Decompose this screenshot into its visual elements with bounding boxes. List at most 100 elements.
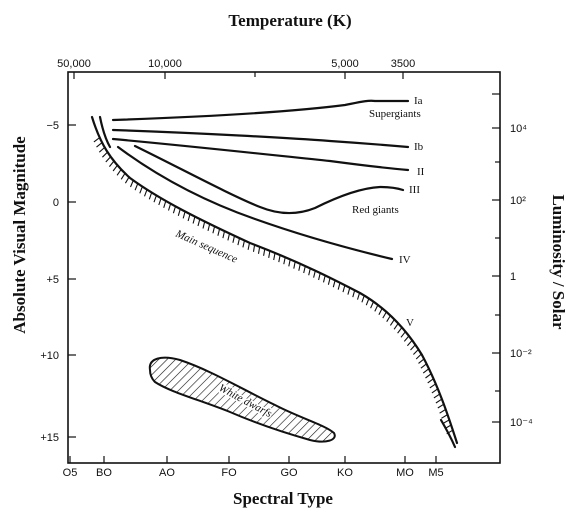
magnitude-tick-plus10: +10 — [40, 350, 59, 362]
temp-tick-5000: 5,000 — [331, 58, 359, 70]
main-sequence-hatch-mark — [415, 353, 422, 360]
main-sequence-hatch-mark — [365, 298, 370, 306]
spectral-tick-b0: BO — [96, 467, 112, 479]
magnitude-tick-0: 0 — [53, 197, 59, 209]
spectral-tick-m5: M5 — [428, 467, 443, 479]
label-ia: Ia — [414, 95, 423, 107]
label-ib: Ib — [414, 141, 424, 153]
main-sequence-hatch-mark — [112, 164, 118, 172]
magnitude-axis-title: Absolute Visual Magnitude — [10, 136, 29, 334]
main-sequence-hatch-mark — [222, 230, 226, 239]
spectral-tick-f0: FO — [221, 467, 237, 479]
main-sequence-hatch-mark — [400, 331, 406, 338]
main-sequence-hatch-mark — [192, 216, 196, 224]
main-sequence-hatch-mark — [217, 228, 221, 236]
main-sequence-hatch-mark — [247, 242, 251, 250]
main-sequence-hatch-mark — [303, 265, 306, 274]
plot-frame — [67, 71, 501, 464]
bottom-axis-ticks — [69, 456, 437, 463]
luminosity-tick-1: 1 — [510, 271, 516, 283]
main-sequence-hatch-mark — [435, 398, 443, 404]
main-sequence-hatch-mark — [105, 156, 112, 163]
main-sequence-lower-edge — [439, 418, 457, 449]
luminosity-tick-1e2: 10² — [510, 195, 526, 207]
main-sequence-upper-edge — [98, 115, 112, 149]
label-iii: III — [409, 184, 420, 196]
main-sequence-hatch-mark — [442, 419, 450, 424]
main-sequence-hatch-mark — [406, 339, 413, 347]
main-sequence-hatch-mark — [347, 287, 351, 295]
luminosity-axis-title: Luminosity / Solar — [549, 194, 566, 330]
main-sequence-hatch-mark — [352, 290, 356, 298]
curve-v-main-sequence — [90, 115, 459, 445]
main-sequence-hatch-mark — [378, 308, 383, 315]
main-sequence-hatch-mark — [227, 233, 231, 241]
main-sequence-hatch-mark — [382, 311, 387, 319]
main-sequence-hatch-mark — [139, 186, 143, 194]
main-sequence-hatch-mark — [441, 414, 448, 419]
luminosity-tick-1e-2: 10⁻² — [510, 348, 532, 360]
magnitude-tick-minus5: −5 — [46, 120, 59, 132]
white-dwarfs-region — [148, 356, 336, 443]
spectral-tick-a0: AO — [159, 467, 175, 479]
main-sequence-hatch-mark — [425, 373, 432, 379]
main-sequence-hatch-mark — [308, 268, 311, 276]
magnitude-tick-plus5: +5 — [46, 274, 59, 286]
main-sequence-hatch-mark — [98, 146, 106, 153]
main-sequence-hatch-mark — [212, 226, 216, 234]
main-sequence-hatch-mark — [102, 151, 108, 158]
temperature-axis-title: Temperature (K) — [228, 11, 351, 30]
main-sequence-hatch-mark — [420, 363, 427, 369]
main-sequence-hatch-mark — [197, 218, 201, 227]
main-sequence-hatch-mark — [163, 200, 167, 208]
spectral-tick-k0: KO — [337, 467, 353, 479]
curve-ib — [111, 128, 410, 149]
main-sequence-hatch-mark — [120, 173, 126, 180]
label-red-giants: Red giants — [352, 204, 399, 216]
main-sequence-hatch-mark — [283, 257, 286, 265]
curve-ia-supergiants — [111, 99, 410, 122]
main-sequence-hatch-mark — [433, 393, 441, 399]
main-sequence-hatch-mark — [148, 192, 153, 200]
main-sequence-hatch-mark — [237, 237, 241, 246]
temp-tick-50000: 50,000 — [57, 58, 91, 70]
main-sequence-hatch-mark — [143, 189, 148, 197]
temp-tick-10000: 10,000 — [148, 58, 182, 70]
main-sequence-hatch-mark — [431, 388, 439, 394]
main-sequence-hatch-mark — [124, 176, 130, 184]
main-sequence-hatch-mark — [327, 277, 331, 285]
main-sequence-band — [90, 115, 459, 449]
main-sequence-hatch-mark — [298, 263, 301, 271]
main-sequence-hatch-mark — [242, 240, 246, 248]
spectral-tick-o5: O5 — [63, 467, 78, 479]
main-sequence-hatch-mark — [418, 358, 425, 364]
main-sequence-hatch-mark — [172, 206, 177, 214]
luminosity-tick-1e-4: 10⁻⁴ — [510, 417, 533, 429]
main-sequence-hatch-mark — [187, 213, 191, 222]
main-sequence-hatch-mark — [342, 285, 346, 293]
main-sequence-hatch-mark — [410, 344, 416, 351]
main-sequence-hatch-mark — [252, 244, 256, 252]
main-sequence-hatch-mark — [278, 254, 281, 263]
main-sequence-hatch-mark — [427, 378, 434, 384]
main-sequence-hatch-mark — [167, 203, 172, 211]
main-sequence-hatch-mark — [288, 259, 291, 267]
main-sequence-hatch-mark — [116, 169, 122, 176]
main-sequence-hatch-mark — [93, 137, 101, 143]
curve-iii-red-giants — [133, 144, 405, 215]
main-sequence-hatch-mark — [182, 211, 186, 219]
main-sequence-hatch-mark — [389, 319, 395, 326]
main-sequence-hatch-mark — [96, 142, 103, 148]
label-v: V — [406, 317, 414, 329]
main-sequence-hatch-mark — [439, 408, 446, 414]
main-sequence-hatch-mark — [293, 261, 296, 269]
main-sequence-hatch-mark — [361, 295, 365, 303]
main-sequence-hatch-mark — [370, 301, 375, 309]
spectral-tick-g0: GO — [280, 467, 298, 479]
main-sequence-hatch-mark — [386, 315, 391, 322]
top-axis-ticks — [73, 72, 404, 79]
main-sequence-hatch-mark — [413, 349, 419, 355]
right-axis-ticks — [492, 93, 500, 423]
main-sequence-hatch-mark — [332, 280, 336, 288]
